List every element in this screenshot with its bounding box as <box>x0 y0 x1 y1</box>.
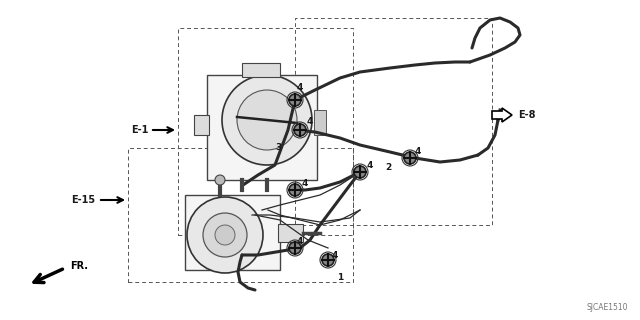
Circle shape <box>187 197 263 273</box>
Text: SJCAE1510: SJCAE1510 <box>586 303 628 312</box>
Bar <box>314 110 326 135</box>
Bar <box>207 75 317 180</box>
Text: 2: 2 <box>385 164 391 172</box>
Circle shape <box>237 90 297 150</box>
Circle shape <box>203 213 247 257</box>
Text: 4: 4 <box>297 237 303 246</box>
Text: 1: 1 <box>337 274 343 283</box>
Circle shape <box>354 166 366 178</box>
Text: E-15: E-15 <box>71 195 95 205</box>
Circle shape <box>222 75 312 165</box>
Text: 4: 4 <box>302 179 308 188</box>
Bar <box>278 224 303 242</box>
Text: E-8: E-8 <box>518 110 536 120</box>
Text: 3: 3 <box>275 142 281 151</box>
Bar <box>185 195 280 270</box>
FancyArrow shape <box>492 108 512 122</box>
Circle shape <box>289 242 301 254</box>
Text: 4: 4 <box>297 84 303 92</box>
Circle shape <box>294 124 306 136</box>
Text: FR.: FR. <box>70 261 88 271</box>
Circle shape <box>289 184 301 196</box>
Text: 4: 4 <box>307 117 313 126</box>
Bar <box>242 63 280 77</box>
Circle shape <box>289 94 301 106</box>
Bar <box>194 115 209 135</box>
Bar <box>178 28 353 235</box>
Text: 4: 4 <box>367 161 373 170</box>
Circle shape <box>322 254 334 266</box>
Circle shape <box>404 152 416 164</box>
Text: 4: 4 <box>332 251 338 260</box>
Circle shape <box>215 225 235 245</box>
Text: 4: 4 <box>415 148 421 156</box>
Bar <box>295 18 492 225</box>
Circle shape <box>215 175 225 185</box>
Text: E-1: E-1 <box>131 125 148 135</box>
Bar <box>128 148 353 282</box>
